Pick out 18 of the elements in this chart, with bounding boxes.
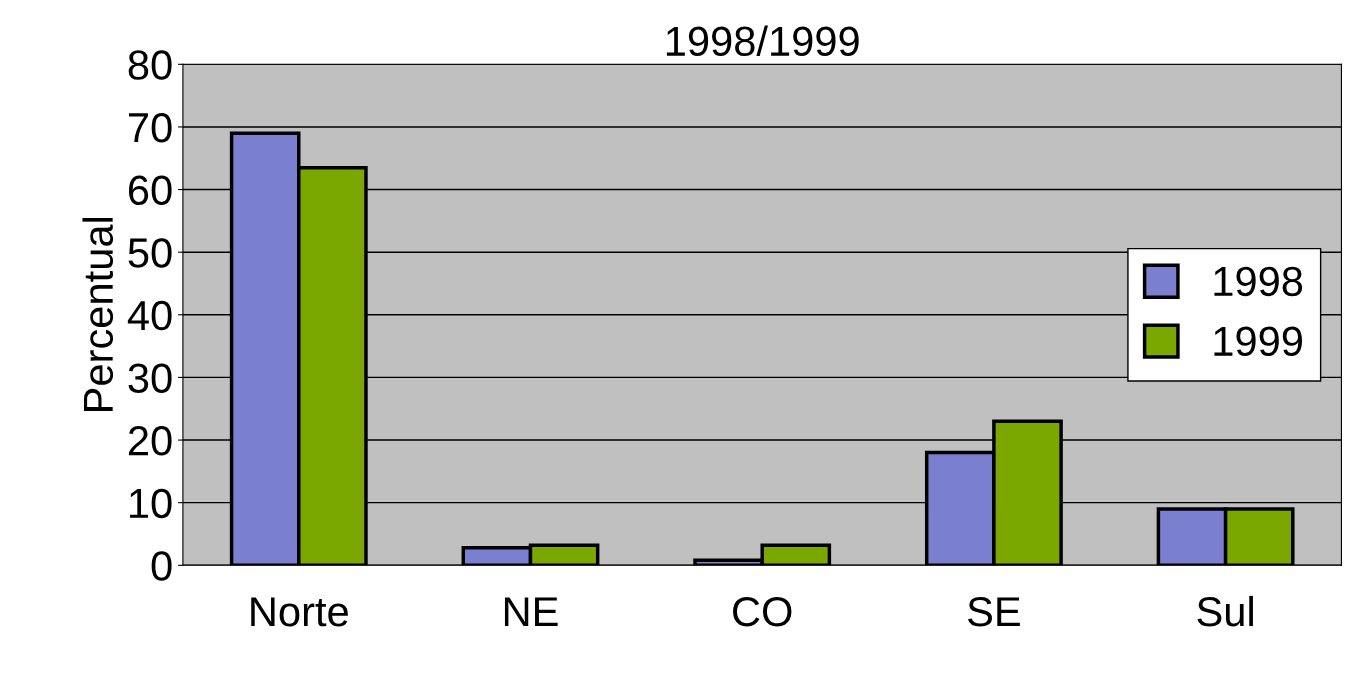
y-tick-label: 40 <box>127 300 172 331</box>
x-tick-label: SE <box>967 596 1020 627</box>
y-tick-label: 30 <box>128 363 172 393</box>
x-tick-label: NE <box>504 597 558 627</box>
x-tick-label: Sul <box>1197 595 1253 627</box>
y-tick-label: 50 <box>128 238 172 268</box>
y-tick-label: 10 <box>130 488 172 519</box>
y-tick-label: 80 <box>128 50 172 80</box>
y-tick-label: 70 <box>129 112 172 143</box>
y-tick-label: 20 <box>128 426 172 456</box>
y-tick-label: 60 <box>128 175 172 206</box>
x-tick-label: CO <box>733 596 792 627</box>
chart-title: 1998/1999 <box>666 25 859 57</box>
x-tick-label: Norte <box>251 597 348 627</box>
y-axis-title: Percentual <box>82 217 114 411</box>
legend-label: 1999 <box>1214 326 1302 357</box>
y-tick-label: 0 <box>151 551 172 581</box>
legend-label: 1998 <box>1214 266 1303 297</box>
